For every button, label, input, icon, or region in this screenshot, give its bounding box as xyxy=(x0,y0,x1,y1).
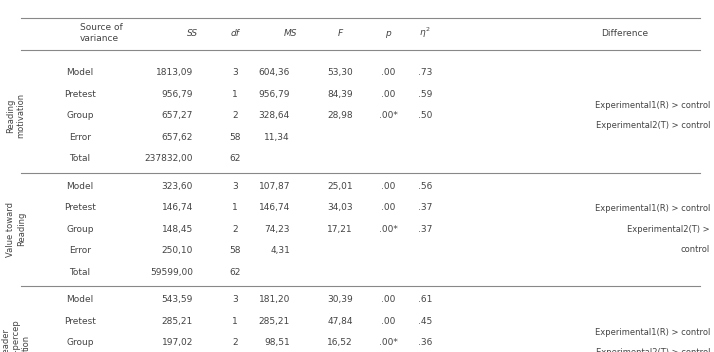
Text: Model: Model xyxy=(66,182,94,191)
Text: 47,84: 47,84 xyxy=(327,317,353,326)
Text: 956,79: 956,79 xyxy=(258,90,290,99)
Text: .56: .56 xyxy=(418,182,432,191)
Text: 604,36: 604,36 xyxy=(258,68,290,77)
Text: .00: .00 xyxy=(381,295,395,304)
Text: 197,02: 197,02 xyxy=(161,338,193,347)
Text: Experimental2(T) > control: Experimental2(T) > control xyxy=(595,121,710,131)
Text: 146,74: 146,74 xyxy=(258,203,290,212)
Text: .00: .00 xyxy=(381,317,395,326)
Text: Value toward
Reading: Value toward Reading xyxy=(6,202,26,257)
Text: control: control xyxy=(680,245,710,254)
Text: 4,31: 4,31 xyxy=(270,246,290,255)
Text: .59: .59 xyxy=(418,90,432,99)
Text: Pretest: Pretest xyxy=(64,203,96,212)
Text: 3: 3 xyxy=(232,295,238,304)
Text: 28,98: 28,98 xyxy=(327,111,353,120)
Text: 657,27: 657,27 xyxy=(161,111,193,120)
Text: Group: Group xyxy=(66,111,94,120)
Text: p: p xyxy=(385,29,391,38)
Text: .00: .00 xyxy=(381,68,395,77)
Text: 58: 58 xyxy=(229,133,241,142)
Text: 181,20: 181,20 xyxy=(258,295,290,304)
Text: 956,79: 956,79 xyxy=(161,90,193,99)
Text: 2: 2 xyxy=(232,338,238,347)
Text: .50: .50 xyxy=(418,111,432,120)
Text: .00: .00 xyxy=(381,90,395,99)
Text: .73: .73 xyxy=(418,68,432,77)
Text: .36: .36 xyxy=(418,338,432,347)
Text: Model: Model xyxy=(66,295,94,304)
Text: Experimental1(R) > control: Experimental1(R) > control xyxy=(595,101,710,110)
Text: 107,87: 107,87 xyxy=(258,182,290,191)
Text: Reader
self-percep
tion: Reader self-percep tion xyxy=(1,319,31,352)
Text: F: F xyxy=(338,29,343,38)
Text: MS: MS xyxy=(283,29,297,38)
Text: .00*: .00* xyxy=(378,338,398,347)
Text: 16,52: 16,52 xyxy=(327,338,353,347)
Text: 98,51: 98,51 xyxy=(264,338,290,347)
Text: 250,10: 250,10 xyxy=(161,246,193,255)
Text: Experimental2(T) >: Experimental2(T) > xyxy=(628,225,710,234)
Text: 657,62: 657,62 xyxy=(161,133,193,142)
Text: 2: 2 xyxy=(232,111,238,120)
Text: 3: 3 xyxy=(232,68,238,77)
Text: 323,60: 323,60 xyxy=(161,182,193,191)
Text: Model: Model xyxy=(66,68,94,77)
Text: 1: 1 xyxy=(232,90,238,99)
Text: 58: 58 xyxy=(229,246,241,255)
Text: 543,59: 543,59 xyxy=(161,295,193,304)
Text: 237832,00: 237832,00 xyxy=(144,154,193,163)
Text: 74,23: 74,23 xyxy=(264,225,290,234)
Text: 285,21: 285,21 xyxy=(258,317,290,326)
Text: 34,03: 34,03 xyxy=(327,203,353,212)
Text: .45: .45 xyxy=(418,317,432,326)
Text: Source of
variance: Source of variance xyxy=(80,23,123,43)
Text: Error: Error xyxy=(69,133,91,142)
Text: .37: .37 xyxy=(418,203,432,212)
Text: Reading
motivation: Reading motivation xyxy=(6,93,26,138)
Text: 148,45: 148,45 xyxy=(162,225,193,234)
Text: Group: Group xyxy=(66,338,94,347)
Text: Experimental1(R) > control: Experimental1(R) > control xyxy=(595,204,710,213)
Text: .00*: .00* xyxy=(378,225,398,234)
Text: .37: .37 xyxy=(418,225,432,234)
Text: 328,64: 328,64 xyxy=(258,111,290,120)
Text: 285,21: 285,21 xyxy=(162,317,193,326)
Text: 84,39: 84,39 xyxy=(327,90,353,99)
Text: $\mathit{\eta}^2$: $\mathit{\eta}^2$ xyxy=(419,26,431,40)
Text: Total: Total xyxy=(69,268,91,277)
Text: Experimental1(R) > control: Experimental1(R) > control xyxy=(595,328,710,337)
Text: 62: 62 xyxy=(229,268,241,277)
Text: Experimental2(T) > control: Experimental2(T) > control xyxy=(595,348,710,352)
Text: .61: .61 xyxy=(418,295,432,304)
Text: SS: SS xyxy=(188,29,198,38)
Text: .00*: .00* xyxy=(378,111,398,120)
Text: .00: .00 xyxy=(381,182,395,191)
Text: df: df xyxy=(231,29,239,38)
Text: 53,30: 53,30 xyxy=(327,68,353,77)
Text: .00: .00 xyxy=(381,203,395,212)
Text: 146,74: 146,74 xyxy=(162,203,193,212)
Text: 1: 1 xyxy=(232,317,238,326)
Text: Difference: Difference xyxy=(601,29,648,38)
Text: 30,39: 30,39 xyxy=(327,295,353,304)
Text: 62: 62 xyxy=(229,154,241,163)
Text: Total: Total xyxy=(69,154,91,163)
Text: 59599,00: 59599,00 xyxy=(150,268,193,277)
Text: 25,01: 25,01 xyxy=(327,182,353,191)
Text: Pretest: Pretest xyxy=(64,90,96,99)
Text: 3: 3 xyxy=(232,182,238,191)
Text: 11,34: 11,34 xyxy=(264,133,290,142)
Text: 1: 1 xyxy=(232,203,238,212)
Text: Pretest: Pretest xyxy=(64,317,96,326)
Text: 1813,09: 1813,09 xyxy=(156,68,193,77)
Text: Error: Error xyxy=(69,246,91,255)
Text: Group: Group xyxy=(66,225,94,234)
Text: 17,21: 17,21 xyxy=(327,225,353,234)
Text: 2: 2 xyxy=(232,225,238,234)
